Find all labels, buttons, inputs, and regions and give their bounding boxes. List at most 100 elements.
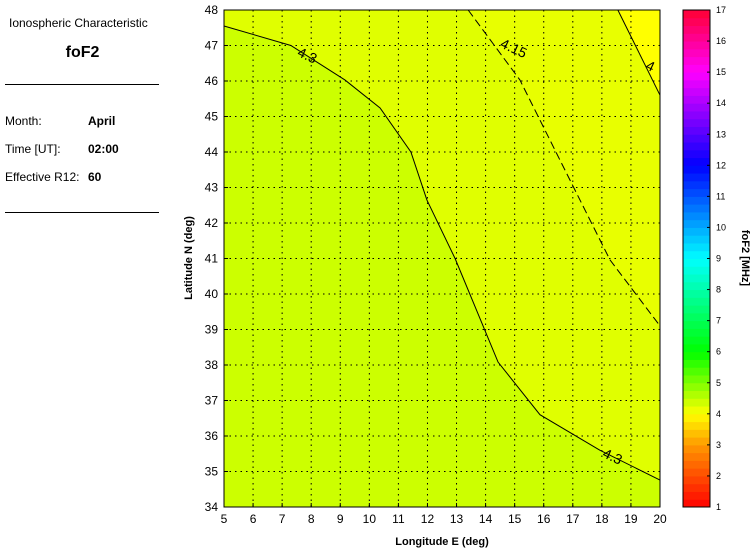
colorbar-band <box>683 95 710 104</box>
y-tick-label: 48 <box>205 3 219 17</box>
colorbar-band <box>683 468 710 477</box>
colorbar-band <box>683 173 710 182</box>
colorbar-band <box>683 297 710 306</box>
colorbar-band <box>683 118 710 127</box>
colorbar-band <box>683 460 710 469</box>
colorbar-band <box>683 444 710 454</box>
colorbar-tick-label: 9 <box>716 254 721 264</box>
colorbar-label: foF2 [MHz] <box>739 230 751 287</box>
colorbar-tick-label: 10 <box>716 222 726 232</box>
colorbar-band <box>683 196 710 205</box>
colorbar-band <box>683 56 710 65</box>
colorbar-band <box>683 72 710 81</box>
contour-label: 4.3 <box>600 445 625 468</box>
y-axis-label: Latitude N (deg) <box>183 216 195 300</box>
y-tick-label: 43 <box>205 181 219 195</box>
colorbar-band <box>683 351 710 360</box>
r12-value: 60 <box>88 170 102 184</box>
colorbar-band <box>683 281 710 291</box>
colorbar-band <box>683 359 710 368</box>
colorbar-band <box>683 33 710 42</box>
y-tick-label: 38 <box>205 358 219 372</box>
panel-title: Ionospheric Characteristic <box>9 16 148 30</box>
x-tick-label: 6 <box>250 512 257 526</box>
colorbar-tick-label: 16 <box>716 36 726 46</box>
colorbar-band <box>683 227 710 236</box>
colorbar-band <box>683 149 710 159</box>
y-tick-label: 44 <box>205 145 219 159</box>
colorbar-band <box>683 343 710 353</box>
colorbar-tick-label: 2 <box>716 471 721 481</box>
colorbar-band <box>683 250 710 259</box>
y-tick-label: 41 <box>205 252 219 266</box>
colorbar-band <box>683 437 710 446</box>
colorbar-band <box>683 452 710 461</box>
region-above-4.3 <box>224 25 660 507</box>
colorbar-band <box>683 103 710 112</box>
colorbar-band <box>683 499 710 508</box>
colorbar-tick-label: 12 <box>716 160 726 170</box>
contour-line-4 <box>617 9 661 96</box>
y-tick-label: 35 <box>205 465 219 479</box>
colorbar-band <box>683 235 710 244</box>
colorbar-band <box>683 483 710 492</box>
colorbar-band <box>683 398 710 407</box>
colorbar-tick-label: 6 <box>716 347 721 357</box>
colorbar-band <box>683 180 710 190</box>
y-tick-label: 36 <box>205 429 219 443</box>
colorbar-band <box>683 48 710 58</box>
colorbar-band <box>683 382 710 392</box>
colorbar-band <box>683 211 710 221</box>
colorbar-band <box>683 134 710 143</box>
x-tick-label: 20 <box>653 512 667 526</box>
colorbar-band <box>683 413 710 423</box>
x-tick-label: 17 <box>566 512 580 526</box>
divider <box>5 212 159 213</box>
x-tick-label: 15 <box>508 512 522 526</box>
colorbar-band <box>683 390 710 399</box>
time-label: Time [UT]: <box>5 142 61 156</box>
y-tick-label: 46 <box>205 74 219 88</box>
y-tick-label: 40 <box>205 287 219 301</box>
colorbar-tick-label: 3 <box>716 440 721 450</box>
colorbar-tick-label: 11 <box>716 191 725 201</box>
x-tick-label: 5 <box>221 512 228 526</box>
colorbar-band <box>683 17 710 27</box>
x-tick-label: 18 <box>595 512 609 526</box>
x-tick-label: 16 <box>537 512 551 526</box>
y-tick-label: 42 <box>205 216 219 230</box>
colorbar-band <box>683 204 710 213</box>
x-tick-label: 11 <box>392 512 405 526</box>
x-tick-label: 10 <box>363 512 377 526</box>
colorbar-tick-label: 15 <box>716 67 726 77</box>
colorbar-band <box>683 188 710 197</box>
colorbar-band <box>683 289 710 298</box>
x-tick-label: 8 <box>308 512 315 526</box>
contour-line-4.15 <box>467 9 661 327</box>
characteristic-name: foF2 <box>65 44 100 61</box>
x-tick-label: 14 <box>479 512 493 526</box>
colorbar-band <box>683 157 710 166</box>
colorbar-band <box>683 87 710 96</box>
colorbar-band <box>683 328 710 337</box>
time-value: 02:00 <box>88 142 119 156</box>
colorbar-tick-label: 8 <box>716 285 721 295</box>
plot-frame <box>223 9 661 508</box>
colorbar-band <box>683 219 710 228</box>
colorbar-band <box>683 64 710 73</box>
colorbar-band <box>683 429 710 438</box>
x-tick-label: 12 <box>421 512 435 526</box>
colorbar-band <box>683 491 710 500</box>
colorbar-tick-label: 13 <box>716 129 726 139</box>
colorbar-tick-label: 5 <box>716 378 721 388</box>
colorbar-tick-label: 7 <box>716 316 721 326</box>
colorbar-tick-label: 14 <box>716 98 726 108</box>
y-tick-label: 34 <box>205 500 219 514</box>
y-tick-label: 45 <box>205 110 219 124</box>
contour-line-4.3 <box>223 25 661 481</box>
colorbar-band <box>683 336 710 345</box>
divider <box>5 84 159 85</box>
colorbar-band <box>683 242 710 252</box>
colorbar-tick-label: 4 <box>716 409 721 419</box>
